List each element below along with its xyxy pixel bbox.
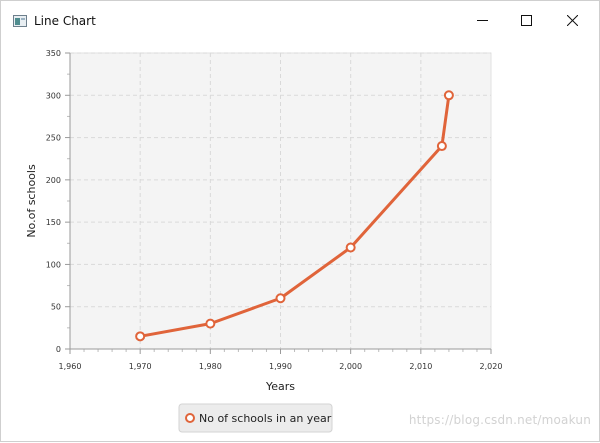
close-button[interactable]: [549, 5, 595, 35]
y-tick-label: 350: [46, 49, 61, 58]
data-point: [205, 318, 216, 329]
x-tick-label: 1,960: [59, 362, 82, 371]
data-point: [443, 90, 454, 101]
java-app-icon: [13, 15, 27, 27]
y-tick-label: 300: [46, 91, 61, 100]
legend-symbol: [185, 413, 195, 423]
maximize-button[interactable]: [503, 5, 549, 35]
data-point: [345, 242, 356, 253]
x-tick-label: 1,990: [269, 362, 292, 371]
y-tick-label: 0: [56, 345, 61, 354]
y-tick-label: 100: [46, 260, 61, 269]
series-line: [138, 93, 451, 338]
minimize-icon: [476, 19, 488, 21]
data-point: [135, 331, 146, 342]
x-tick-label: 2,020: [480, 362, 503, 371]
close-icon: [566, 14, 578, 26]
y-tick-label: 200: [46, 176, 61, 185]
legend: [178, 403, 333, 433]
x-tick-label: 1,970: [129, 362, 152, 371]
legend-label: No of schools in an year: [199, 412, 332, 425]
x-tick-label: 1,980: [199, 362, 222, 371]
x-tick-label: 2,010: [409, 362, 432, 371]
data-point: [436, 141, 447, 152]
x-axis-label: Years: [265, 380, 295, 393]
watermark-text: https://blog.csdn.net/moakun: [408, 413, 591, 427]
window-title: Line Chart: [34, 14, 96, 28]
maximize-icon: [520, 14, 532, 26]
y-tick-label: 250: [46, 134, 61, 143]
y-tick-label: 150: [46, 218, 61, 227]
minimize-button[interactable]: [459, 5, 505, 35]
y-tick-label: 50: [51, 303, 61, 312]
title-bar[interactable]: Line Chart: [1, 1, 599, 39]
y-axis-label: No.of schools: [25, 164, 38, 238]
x-tick-label: 2,000: [339, 362, 362, 371]
data-point: [275, 293, 286, 304]
